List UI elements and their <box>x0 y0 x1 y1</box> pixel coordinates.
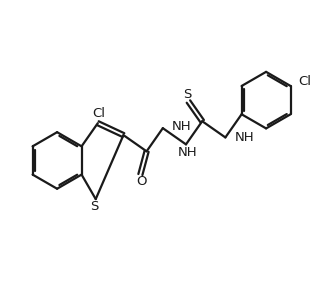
Text: NH: NH <box>172 120 191 133</box>
Text: O: O <box>136 175 146 188</box>
Text: S: S <box>91 200 99 213</box>
Text: NH: NH <box>178 146 197 159</box>
Text: Cl: Cl <box>299 75 312 88</box>
Text: NH: NH <box>234 131 254 144</box>
Text: Cl: Cl <box>92 107 105 120</box>
Text: S: S <box>184 88 192 101</box>
